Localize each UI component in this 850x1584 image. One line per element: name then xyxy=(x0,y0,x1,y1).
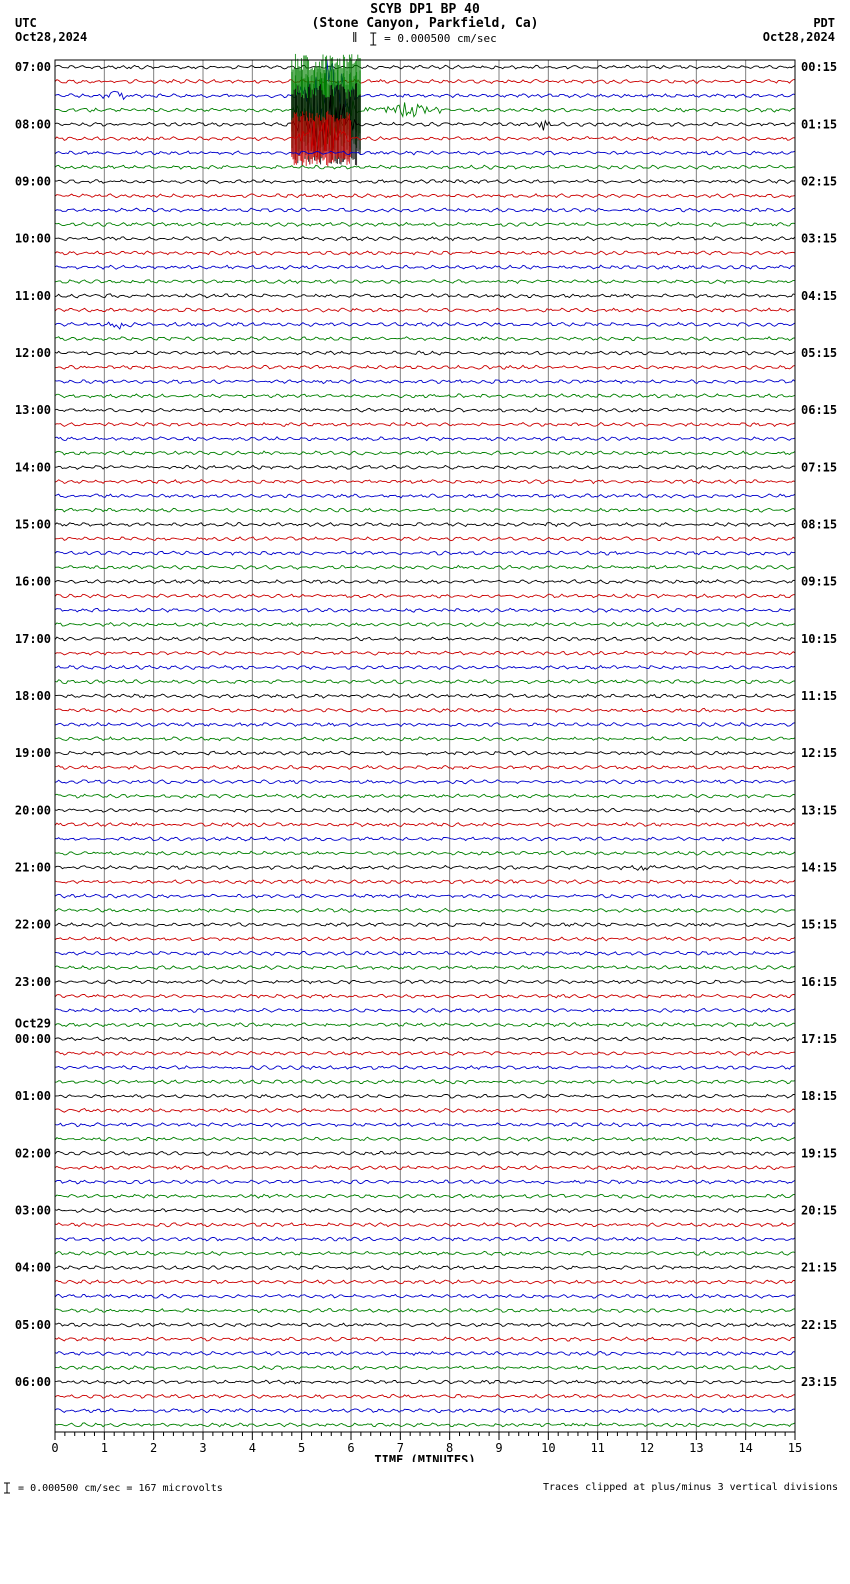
scale-indicator: = 0.000500 cm/sec xyxy=(353,32,496,50)
svg-text:05:00: 05:00 xyxy=(15,1318,51,1332)
svg-text:10: 10 xyxy=(541,1441,555,1455)
svg-text:15: 15 xyxy=(788,1441,802,1455)
svg-text:15:00: 15:00 xyxy=(15,517,51,531)
svg-text:6: 6 xyxy=(347,1441,354,1455)
station-location: (Stone Canyon, Parkfield, Ca) xyxy=(312,16,539,31)
svg-text:21:15: 21:15 xyxy=(801,1261,837,1275)
svg-text:03:15: 03:15 xyxy=(801,232,837,246)
svg-text:13:15: 13:15 xyxy=(801,803,837,817)
svg-text:16:00: 16:00 xyxy=(15,575,51,589)
svg-text:02:15: 02:15 xyxy=(801,174,837,188)
svg-text:22:00: 22:00 xyxy=(15,918,51,932)
svg-text:19:15: 19:15 xyxy=(801,1146,837,1160)
station-id: SCYB DP1 BP 40 xyxy=(370,2,480,17)
svg-text:4: 4 xyxy=(249,1441,256,1455)
svg-text:08:15: 08:15 xyxy=(801,517,837,531)
svg-text:07:15: 07:15 xyxy=(801,460,837,474)
svg-text:04:00: 04:00 xyxy=(15,1261,51,1275)
svg-text:09:15: 09:15 xyxy=(801,575,837,589)
svg-text:18:15: 18:15 xyxy=(801,1089,837,1103)
svg-text:01:00: 01:00 xyxy=(15,1089,51,1103)
svg-text:06:00: 06:00 xyxy=(15,1375,51,1389)
svg-text:23:00: 23:00 xyxy=(15,975,51,989)
svg-text:13: 13 xyxy=(689,1441,703,1455)
svg-text:00:00: 00:00 xyxy=(15,1032,51,1046)
seismogram-svg: 07:00 08:00 09:00 10:00 11:00 12:00 13:00 14:00… xyxy=(0,52,850,1462)
svg-text:12:00: 12:00 xyxy=(15,346,51,360)
left-timezone: UTCOct28,2024 xyxy=(15,16,87,44)
svg-text:11: 11 xyxy=(590,1441,604,1455)
svg-text:17:15: 17:15 xyxy=(801,1032,837,1046)
svg-text:14:15: 14:15 xyxy=(801,860,837,874)
svg-text:13:00: 13:00 xyxy=(15,403,51,417)
scale-text: = 0.000500 cm/sec xyxy=(384,32,497,45)
svg-text:TIME (MINUTES): TIME (MINUTES) xyxy=(374,1453,475,1462)
svg-text:3: 3 xyxy=(199,1441,206,1455)
svg-text:21:00: 21:00 xyxy=(15,860,51,874)
footer-scale: = 0.000500 cm/sec = 167 microvolts xyxy=(2,1482,223,1494)
svg-text:17:00: 17:00 xyxy=(15,632,51,646)
svg-text:10:00: 10:00 xyxy=(15,232,51,246)
svg-text:02:00: 02:00 xyxy=(15,1146,51,1160)
footer: = 0.000500 cm/sec = 167 microvolts Trace… xyxy=(0,1476,850,1506)
header: SCYB DP1 BP 40 (Stone Canyon, Parkfield,… xyxy=(0,0,850,52)
svg-text:04:15: 04:15 xyxy=(801,289,837,303)
svg-text:06:15: 06:15 xyxy=(801,403,837,417)
svg-text:00:15: 00:15 xyxy=(801,60,837,74)
svg-text:10:15: 10:15 xyxy=(801,632,837,646)
svg-text:1: 1 xyxy=(101,1441,108,1455)
svg-text:19:00: 19:00 xyxy=(15,746,51,760)
svg-text:08:00: 08:00 xyxy=(15,117,51,131)
svg-text:5: 5 xyxy=(298,1441,305,1455)
svg-text:22:15: 22:15 xyxy=(801,1318,837,1332)
svg-text:9: 9 xyxy=(495,1441,502,1455)
svg-text:12: 12 xyxy=(640,1441,654,1455)
svg-text:20:00: 20:00 xyxy=(15,803,51,817)
svg-text:2: 2 xyxy=(150,1441,157,1455)
right-timezone: PDTOct28,2024 xyxy=(763,16,835,44)
svg-text:03:00: 03:00 xyxy=(15,1203,51,1217)
svg-text:23:15: 23:15 xyxy=(801,1375,837,1389)
svg-text:0: 0 xyxy=(51,1441,58,1455)
svg-text:07:00: 07:00 xyxy=(15,60,51,74)
svg-text:14:00: 14:00 xyxy=(15,460,51,474)
svg-text:Oct29: Oct29 xyxy=(15,1017,51,1031)
svg-text:14: 14 xyxy=(738,1441,752,1455)
svg-text:09:00: 09:00 xyxy=(15,174,51,188)
svg-text:11:15: 11:15 xyxy=(801,689,837,703)
svg-text:11:00: 11:00 xyxy=(15,289,51,303)
svg-text:15:15: 15:15 xyxy=(801,918,837,932)
svg-text:12:15: 12:15 xyxy=(801,746,837,760)
svg-text:18:00: 18:00 xyxy=(15,689,51,703)
svg-text:01:15: 01:15 xyxy=(801,117,837,131)
footer-clip-note: Traces clipped at plus/minus 3 vertical … xyxy=(543,1482,838,1493)
svg-text:20:15: 20:15 xyxy=(801,1203,837,1217)
svg-text:16:15: 16:15 xyxy=(801,975,837,989)
svg-text:05:15: 05:15 xyxy=(801,346,837,360)
helicorder-plot: 07:00 08:00 09:00 10:00 11:00 12:00 13:00 14:00… xyxy=(0,52,850,1466)
